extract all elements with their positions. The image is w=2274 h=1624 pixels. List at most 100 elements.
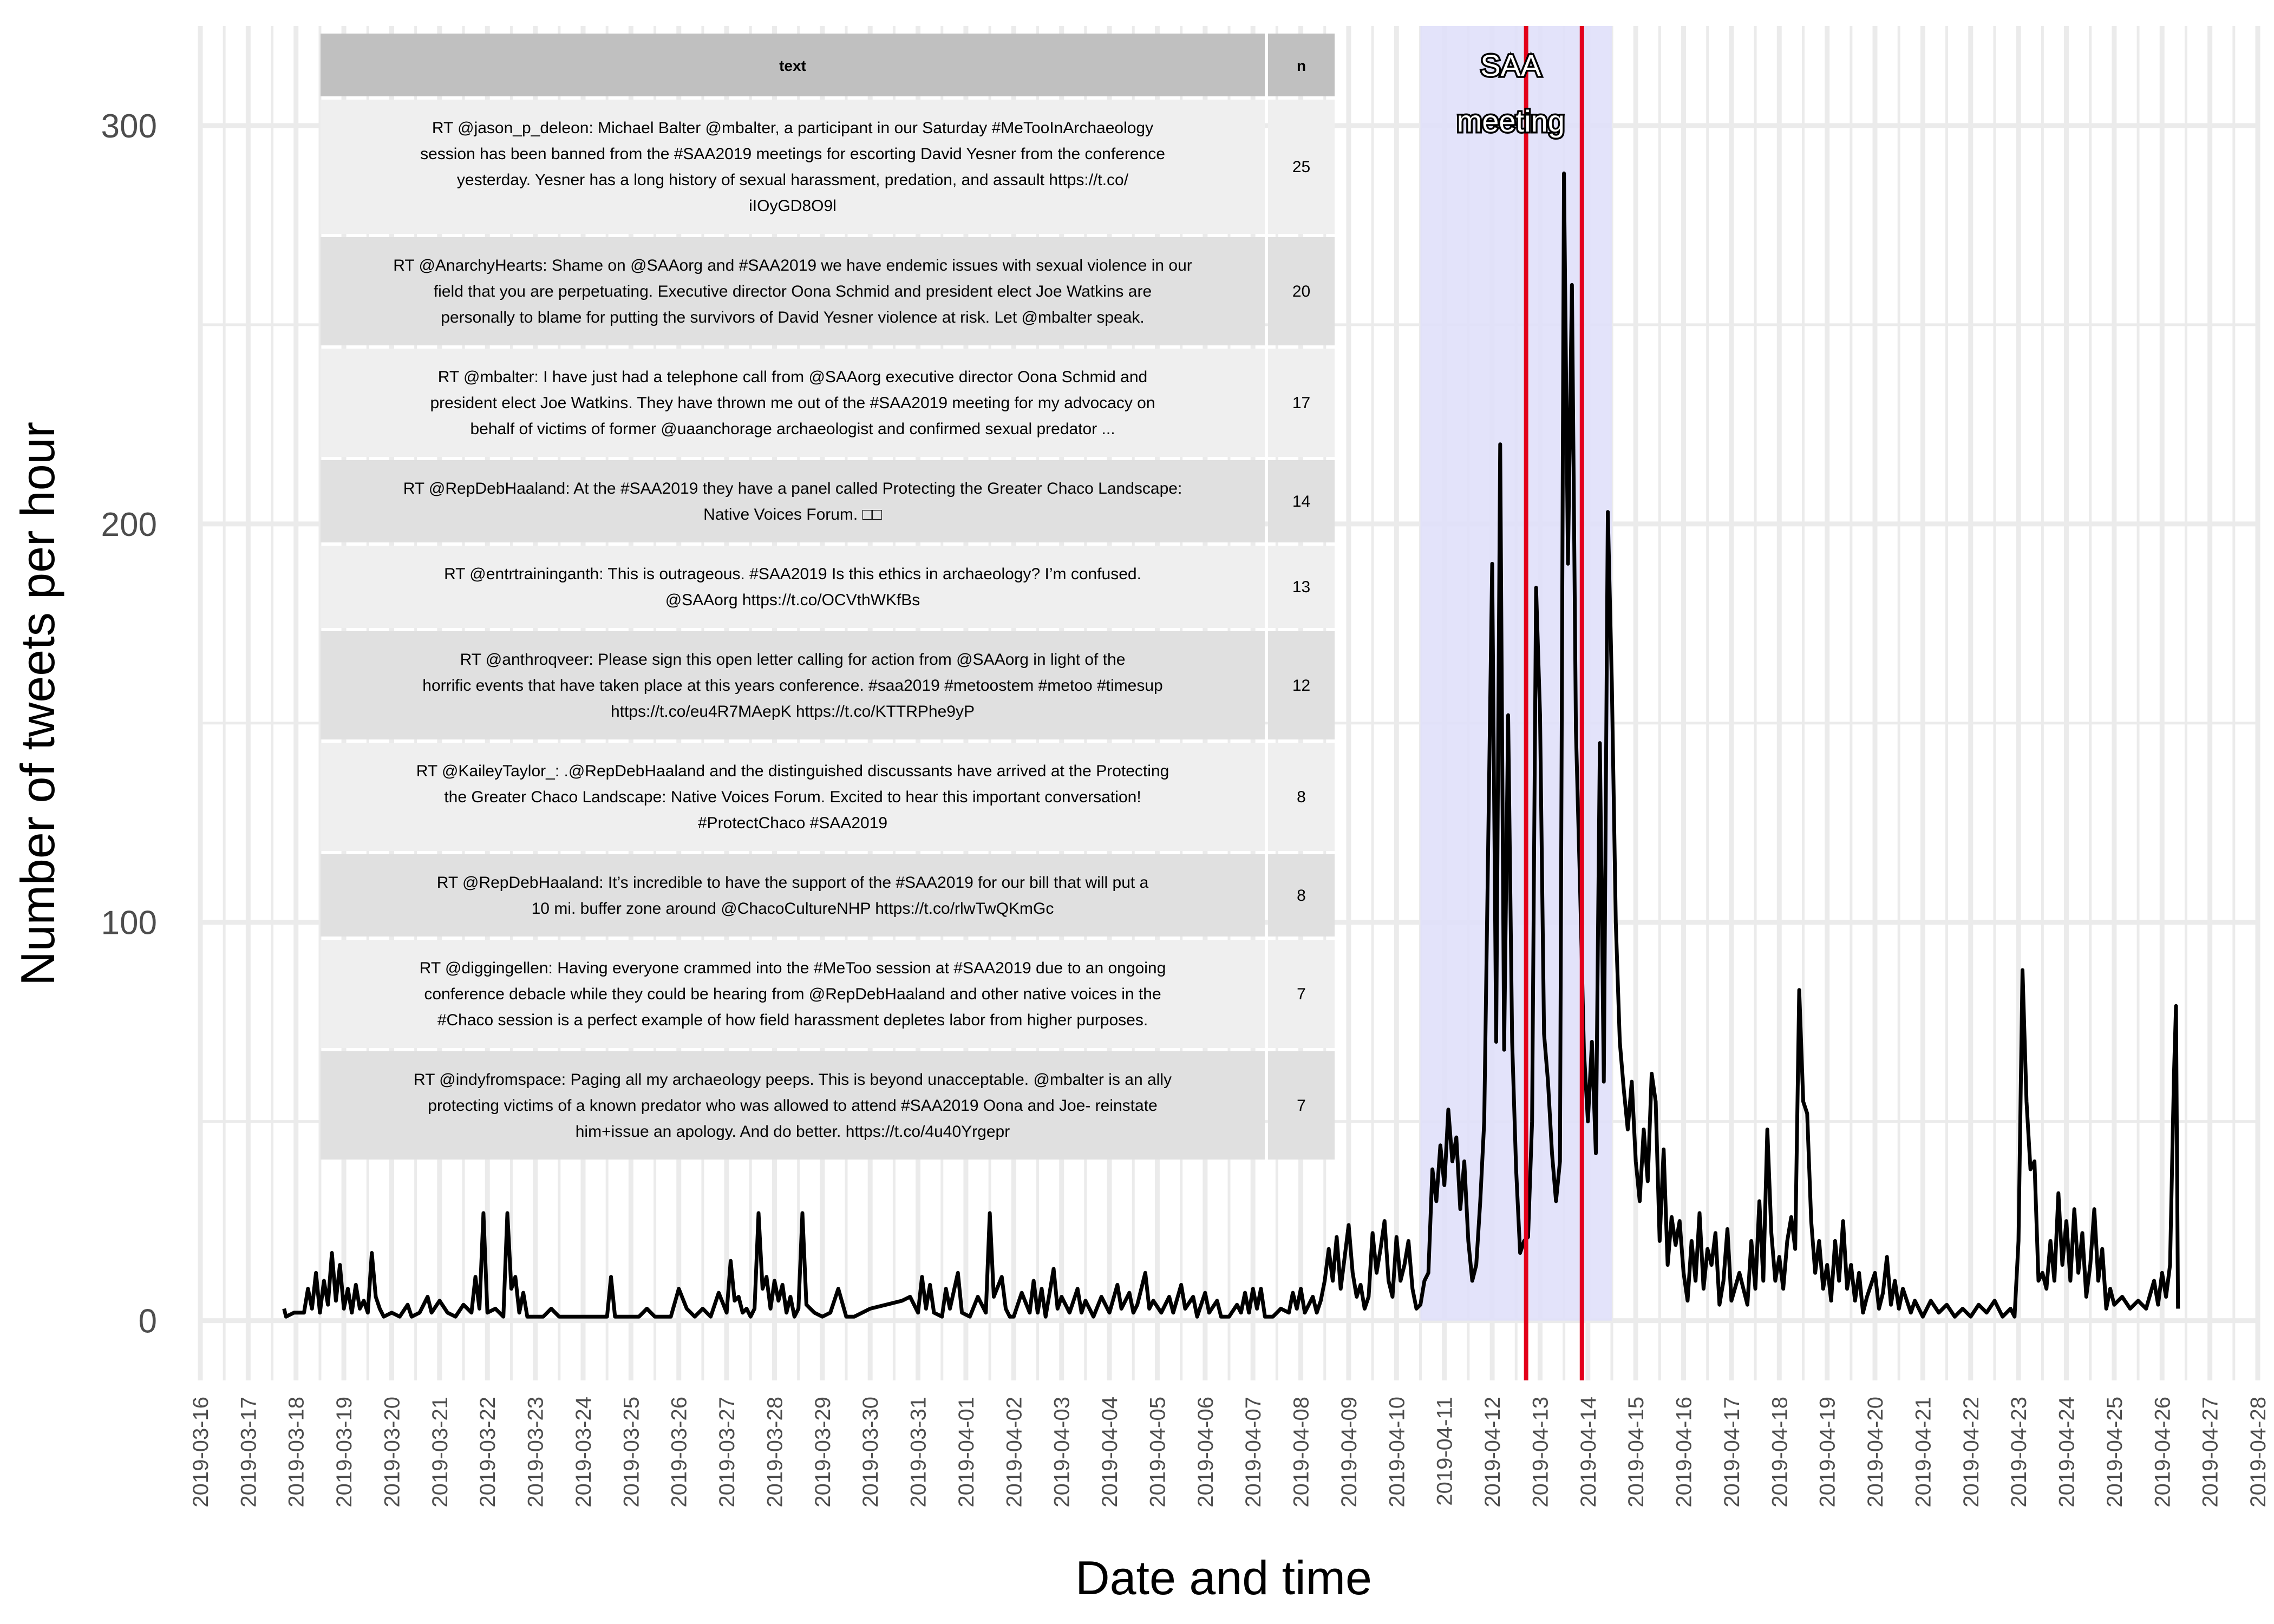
y-tick-labels: 0 100 200 300 [101, 108, 157, 1340]
table-cell-text: RT @anthroqveer: Please sign this open l… [460, 651, 1126, 669]
table-cell-text: him+issue an apology. And do better. htt… [576, 1123, 1010, 1141]
table-cell-n-bg [1268, 100, 1335, 234]
x-tick-label: 2019-04-04 [1098, 1397, 1122, 1508]
table-cell-text: RT @indyfromspace: Paging all my archaeo… [414, 1071, 1172, 1089]
table-cell-text: RT @mbalter: I have just had a telephone… [438, 368, 1147, 386]
table-cell-text: protecting victims of a known predator w… [428, 1097, 1157, 1115]
table-cell-text: RT @entrtraininganth: This is outrageous… [444, 565, 1141, 583]
x-tick-label: 2019-04-20 [1864, 1397, 1887, 1508]
x-tick-label: 2019-04-15 [1624, 1397, 1648, 1508]
table-cell-text: session has been banned from the #SAA201… [420, 145, 1165, 163]
x-tick-label: 2019-04-23 [2007, 1397, 2031, 1508]
x-tick-label: 2019-04-21 [1911, 1397, 1935, 1508]
x-tick-label: 2019-03-20 [380, 1397, 404, 1508]
x-tick-label: 2019-04-10 [1385, 1397, 1409, 1508]
table-cell-text: @SAAorg https://t.co/OCVthWKfBs [665, 591, 920, 609]
table-cell-text: iIOyGD8O9l [749, 197, 837, 215]
top-tweets-table: text n RT @jason_p_deleon: Michael Balter … [321, 34, 1335, 1160]
table-row: RT @AnarchyHearts: Shame on @SAAorg and … [321, 237, 1335, 345]
x-tick-label: 2019-04-25 [2103, 1397, 2127, 1508]
x-tick-label: 2019-04-12 [1481, 1397, 1505, 1508]
table-cell-text: personally to blame for putting the surv… [441, 309, 1144, 326]
x-tick-label: 2019-04-19 [1816, 1397, 1840, 1508]
table-cell-n-bg [1268, 743, 1335, 851]
y-tick-label: 200 [101, 506, 157, 543]
x-tick-label: 2019-03-25 [619, 1397, 643, 1508]
x-tick-label: 2019-04-16 [1672, 1397, 1696, 1508]
table-cell-n-bg [1268, 460, 1335, 542]
x-tick-label: 2019-03-21 [428, 1397, 452, 1508]
table-cell-n: 7 [1297, 985, 1306, 1003]
table-header-cell-text [321, 34, 1265, 96]
table-row: RT @entrtraininganth: This is outrageous… [321, 546, 1335, 628]
x-tick-label: 2019-03-28 [763, 1397, 787, 1508]
table-cell-text: RT @KaileyTaylor_: .@RepDebHaaland and t… [416, 762, 1169, 780]
table-cell-text-bg [321, 1051, 1265, 1160]
x-tick-label: 2019-03-27 [715, 1397, 739, 1508]
x-tick-label: 2019-03-26 [668, 1397, 691, 1508]
table-cell-n: 8 [1297, 887, 1306, 905]
table-cell-text: horrific events that have taken place at… [422, 677, 1162, 695]
table-header-text: text [779, 57, 806, 74]
x-tick-label: 2019-03-19 [332, 1397, 356, 1508]
table-cell-text: behalf of victims of former @uaanchorage… [470, 420, 1115, 438]
table-cell-text: conference debacle while they could be h… [424, 985, 1161, 1003]
x-tick-label: 2019-04-06 [1194, 1397, 1218, 1508]
x-tick-label: 2019-04-01 [955, 1397, 978, 1508]
table-row: RT @RepDebHaaland: It’s incredible to ha… [321, 854, 1335, 937]
table-cell-text-bg [321, 349, 1265, 457]
table-cell-text: RT @jason_p_deleon: Michael Balter @mbal… [432, 119, 1153, 137]
table-cell-text-bg [321, 854, 1265, 937]
x-tick-label: 2019-04-22 [1959, 1397, 1983, 1508]
table-cell-text: RT @RepDebHaaland: It’s incredible to ha… [437, 874, 1149, 892]
x-tick-label: 2019-04-13 [1528, 1397, 1552, 1508]
table-cell-text: Native Voices Forum. □□ [703, 506, 883, 523]
table-cell-text: the Greater Chaco Landscape: Native Voic… [444, 788, 1141, 806]
x-tick-label: 2019-04-18 [1768, 1397, 1792, 1508]
x-tick-label: 2019-04-14 [1577, 1397, 1600, 1508]
table-cell-text: yesterday. Yesner has a long history of … [457, 171, 1129, 189]
x-tick-labels: 2019-03-16 2019-03-17 2019-03-18 2019-03-19… [189, 1397, 2270, 1508]
table-cell-text: field that you are perpetuating. Executi… [434, 283, 1152, 300]
table-cell-n: 17 [1292, 394, 1310, 412]
table-cell-text: RT @diggingellen: Having everyone cramme… [420, 959, 1166, 977]
table-cell-n-bg [1268, 237, 1335, 345]
table-row: RT @KaileyTaylor_: .@RepDebHaaland and t… [321, 743, 1335, 851]
table-cell-text-bg [321, 237, 1265, 345]
table-cell-n-bg [1268, 631, 1335, 739]
table-cell-text: #Chaco session is a perfect example of h… [437, 1011, 1148, 1029]
table-cell-n: 20 [1292, 283, 1310, 300]
saa-meeting-label: SAA [1480, 48, 1541, 82]
table-cell-n-bg [1268, 854, 1335, 937]
annotation-layer: SAA meeting [1455, 47, 1566, 140]
x-tick-label: 2019-04-28 [2246, 1397, 2270, 1508]
table-row: RT @anthroqveer: Please sign this open l… [321, 631, 1335, 739]
event-lines-layer [1524, 26, 1584, 1380]
saa-meeting-label: meeting [1457, 104, 1565, 138]
series-line-layer [282, 171, 2180, 1319]
x-tick-label: 2019-03-16 [189, 1397, 213, 1508]
x-tick-label: 2019-03-17 [237, 1397, 260, 1508]
table-cell-text: RT @RepDebHaaland: At the #SAA2019 they … [403, 480, 1182, 497]
table-row: RT @jason_p_deleon: Michael Balter @mbal… [321, 100, 1335, 234]
table-cell-n: 8 [1297, 788, 1306, 806]
y-axis-title: Number of tweets per hour [11, 422, 64, 986]
table-cell-n-bg [1268, 349, 1335, 457]
x-tick-label: 2019-03-24 [572, 1397, 596, 1508]
table-row: RT @indyfromspace: Paging all my archaeo… [321, 1051, 1335, 1160]
y-tick-label: 300 [101, 108, 157, 145]
x-tick-label: 2019-03-29 [811, 1397, 835, 1508]
table-cell-text-bg [321, 940, 1265, 1048]
table-cell-text-bg [321, 546, 1265, 628]
x-tick-label: 2019-03-23 [524, 1397, 548, 1508]
table-row: RT @diggingellen: Having everyone cramme… [321, 940, 1335, 1048]
table-cell-text: https://t.co/eu4R7MAepK https://t.co/KTT… [611, 703, 975, 721]
table-cell-text: president elect Joe Watkins. They have t… [430, 394, 1155, 412]
x-tick-label: 2019-04-07 [1241, 1397, 1265, 1508]
x-tick-label: 2019-04-11 [1433, 1397, 1457, 1506]
x-tick-label: 2019-04-05 [1146, 1397, 1169, 1508]
x-tick-label: 2019-04-26 [2151, 1397, 2174, 1508]
x-tick-label: 2019-04-27 [2199, 1397, 2223, 1508]
table-cell-text: #ProtectChaco #SAA2019 [698, 814, 887, 832]
